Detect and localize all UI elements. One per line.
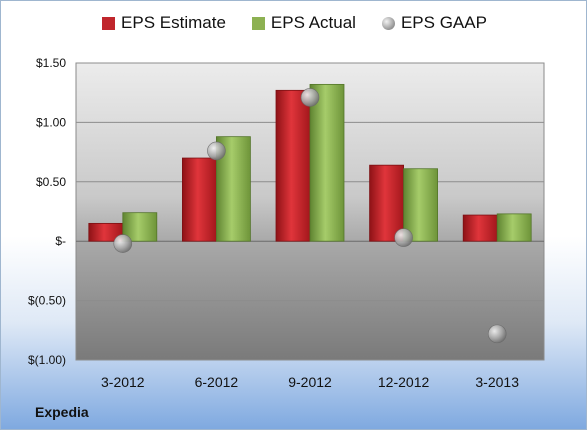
x-tick-label: 9-2012 <box>288 374 332 390</box>
legend-swatch <box>251 16 265 30</box>
legend-swatch <box>381 16 395 30</box>
y-tick-label: $1.50 <box>36 56 66 70</box>
x-tick-label: 3-2013 <box>475 374 519 390</box>
legend-swatch <box>102 16 116 30</box>
y-tick-label: $0.50 <box>36 175 66 189</box>
x-tick-label: 6-2012 <box>195 374 239 390</box>
legend-item: EPS GAAP <box>381 13 487 33</box>
y-tick-label: $1.00 <box>36 115 66 129</box>
company-name: Expedia <box>35 404 89 420</box>
legend-label: EPS GAAP <box>400 13 487 32</box>
gaap-point-3-2012 <box>113 234 133 253</box>
legend-label: EPS Estimate <box>121 13 226 32</box>
gaap-point-6-2012 <box>207 141 226 161</box>
x-tick-label: 12-2012 <box>378 374 430 390</box>
estimate-bar-6-2012 <box>181 157 217 242</box>
estimate-bar-3-2013 <box>462 214 498 242</box>
legend-item: EPS Actual <box>251 13 356 33</box>
gaap-point-12-2012 <box>394 228 413 247</box>
actual-bar-3-2013 <box>496 213 532 242</box>
legend-item: EPS Estimate <box>102 13 226 33</box>
y-tick-label: $(0.50) <box>28 294 66 308</box>
estimate-bar-9-2012 <box>275 89 311 242</box>
x-tick-label: 3-2012 <box>101 374 145 390</box>
actual-bar-12-2012 <box>403 168 439 242</box>
actual-bar-9-2012 <box>309 83 345 242</box>
gaap-point-9-2012 <box>300 88 320 107</box>
y-tick-label: $(1.00) <box>28 353 66 367</box>
gaap-point-3-2013 <box>487 324 507 344</box>
legend-label: EPS Actual <box>270 13 356 32</box>
y-tick-label: $- <box>55 234 66 248</box>
legend: EPS Estimate EPS Actual EPS GAAP <box>1 13 586 33</box>
estimate-bar-12-2012 <box>369 164 405 242</box>
